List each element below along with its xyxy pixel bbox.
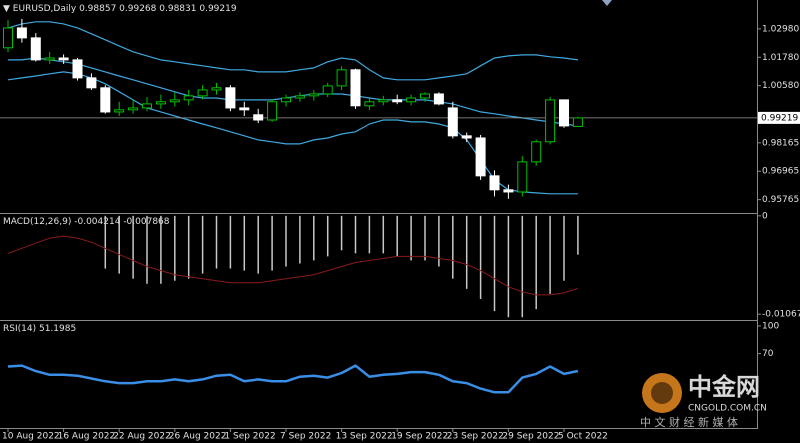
candle-body [155, 101, 166, 105]
candle-body [267, 101, 278, 121]
watermark-site: CNGOLD.COM.CN [688, 404, 767, 414]
candle-body [30, 37, 41, 61]
ohlc-low: 0.98831 [159, 4, 196, 14]
candle-body [183, 95, 194, 101]
x-tick-label: 10 Aug 2022 [2, 432, 60, 442]
candle-body [489, 175, 500, 191]
x-tick-label: 26 Aug 2022 [169, 432, 227, 442]
y-tick-label: 0.95765 [762, 195, 799, 205]
signal-line [7, 235, 579, 296]
x-tick-label: 13 Sep 2022 [336, 432, 393, 442]
candle-body [559, 99, 569, 127]
ohlc-open: 0.98857 [79, 4, 116, 14]
candle-body [72, 59, 83, 79]
candle-body [16, 27, 27, 39]
candle-body [100, 87, 111, 113]
candle-body [392, 99, 403, 103]
ohlc-high: 0.99268 [119, 4, 156, 14]
rsi-title: RSI(14) [3, 324, 36, 334]
candle-body [503, 189, 514, 193]
candle-body [322, 85, 333, 95]
x-tick-label: 23 Sep 2022 [447, 432, 504, 442]
candle-body [406, 97, 417, 103]
y-tick-label: -0.01067 [762, 310, 800, 320]
candle-body [545, 99, 556, 143]
candle-body [461, 135, 472, 139]
y-tick-label: 1.01780 [762, 53, 799, 63]
candle-body [572, 117, 583, 127]
candle-body [517, 161, 528, 193]
rsi-value: 51.1985 [39, 324, 76, 334]
x-tick-label: 1 Sep 2022 [224, 432, 275, 442]
bollinger-band [8, 57, 578, 127]
x-tick-label: 19 Sep 2022 [391, 432, 448, 442]
header-arrow: ▼ [3, 4, 13, 14]
watermark-brand: 中金网 [688, 373, 760, 401]
y-tick-label: 0.96965 [762, 167, 799, 177]
x-tick-label: 29 Sep 2022 [502, 432, 559, 442]
candle-body [420, 93, 430, 99]
candle-body [447, 107, 458, 137]
watermark: 中金网 CNGOLD.COM.CN 中 文 财 经 新 媒 体 [640, 373, 767, 429]
candle-body [433, 93, 444, 105]
candle-body [364, 101, 375, 107]
x-tick-label: 5 Oct 2022 [558, 432, 608, 442]
symbol: EURUSD,Daily [13, 4, 77, 14]
x-tick-label: 22 Aug 2022 [113, 432, 171, 442]
macd-header: MACD(12,26,9) -0.004214 -0.007868 [3, 217, 170, 227]
current-price-tag [758, 111, 800, 124]
y-tick-label: 70 [762, 349, 774, 359]
candle-body [44, 57, 55, 61]
y-tick-label: 0 [762, 211, 768, 221]
x-tick-label: 16 Aug 2022 [58, 432, 116, 442]
candle-body [336, 69, 347, 87]
candle-body [142, 103, 152, 109]
candle-body [239, 107, 250, 111]
y-tick-label: 1.02980 [762, 24, 799, 34]
y-tick-label: 0.98165 [762, 138, 799, 148]
ohlc-close: 0.99219 [199, 4, 236, 14]
logo-inner [651, 382, 673, 404]
watermark-slogan: 中 文 财 经 新 媒 体 [640, 415, 738, 429]
candle-body [197, 89, 208, 97]
candle-body [531, 141, 542, 163]
candle-body [281, 97, 291, 103]
candle-body [211, 87, 222, 91]
candle-body [475, 137, 486, 177]
y-tick-label: 100 [762, 321, 779, 331]
price-header: ▼ EURUSD,Daily 0.98857 0.99268 0.98831 0… [3, 4, 237, 14]
candle-body [308, 93, 319, 97]
candle-body [3, 27, 13, 49]
plot-layer: 1.02980 1.01780 1.00580 0.98165 0.96965 0.957… [0, 18, 800, 442]
bollinger-band [7, 21, 578, 81]
candle-body [58, 57, 69, 61]
current-price-label: 0.99219 [761, 113, 798, 123]
candle-body [294, 95, 305, 99]
y-tick-label: 1.00580 [762, 81, 799, 91]
macd-value: -0.004214 [74, 217, 120, 227]
candle-body [128, 107, 139, 111]
candle-body [350, 69, 361, 107]
shift-marker [602, 0, 612, 6]
candle-body [225, 87, 236, 109]
candle-body [86, 77, 97, 89]
macd-title: MACD(12,26,9) [3, 217, 71, 227]
frame [0, 0, 758, 429]
candle-body [378, 99, 389, 103]
rsi-header: RSI(14) 51.1985 [3, 324, 76, 334]
rsi-line [7, 364, 579, 394]
candle-body [114, 109, 125, 113]
x-tick-label: 7 Sep 2022 [280, 432, 331, 442]
candle-body [169, 99, 180, 103]
candle-body [253, 114, 264, 121]
